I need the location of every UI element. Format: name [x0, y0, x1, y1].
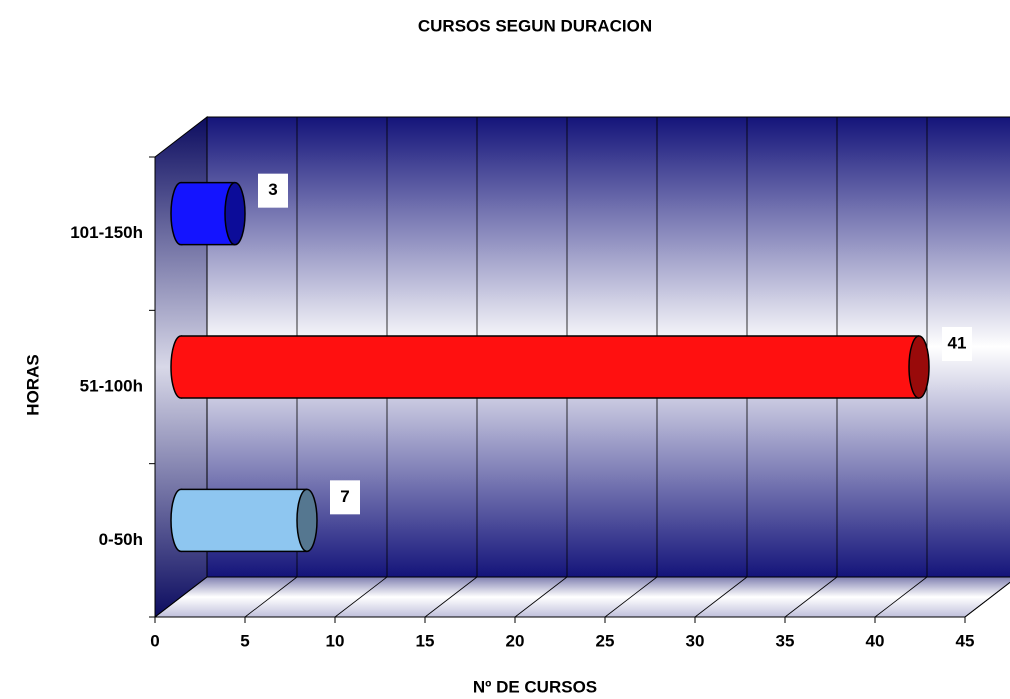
floor-grid-line [784, 576, 838, 618]
bar-outline [181, 335, 919, 399]
bar-shade [181, 336, 919, 398]
value-label-box [330, 480, 360, 515]
value-label: 7 [340, 487, 349, 506]
floor-grid-line [964, 581, 1010, 618]
x-tick-label: 20 [506, 631, 525, 650]
x-tick-label: 10 [326, 631, 345, 650]
value-label-box [942, 327, 972, 361]
bar-cap [224, 181, 246, 246]
x-tick-label: 0 [150, 631, 159, 650]
x-tick-label: 45 [956, 631, 975, 650]
value-label: 41 [948, 333, 967, 352]
floor-grid-line [694, 576, 748, 618]
value-label-box [258, 173, 288, 208]
x-tick-label: 40 [866, 631, 885, 650]
floor [153, 576, 1010, 618]
floor-grid-line [604, 576, 658, 618]
floor-grid-line [334, 576, 388, 618]
bar-shade [181, 489, 307, 552]
value-label: 3 [268, 180, 277, 199]
x-axis-label: Nº DE CURSOS [473, 677, 597, 696]
y-tick-label: 101-150h [70, 223, 143, 242]
x-tick-label: 30 [686, 631, 705, 650]
floor-grid-line [874, 576, 928, 618]
floor-grid-line [514, 576, 568, 618]
y-tick-label: 51-100h [80, 376, 143, 395]
floor-grid-line [154, 576, 208, 618]
y-tick-label: 0-50h [99, 530, 143, 549]
bar-outline [181, 181, 235, 246]
y-axis-label: HORAS [23, 354, 42, 415]
x-tick-label: 15 [416, 631, 435, 650]
x-tick-label: 25 [596, 631, 615, 650]
x-tick-label: 35 [776, 631, 795, 650]
bar-cap [296, 488, 318, 553]
floor-grid-line [244, 576, 298, 618]
x-tick-label: 5 [240, 631, 249, 650]
bar-outline [181, 488, 307, 553]
bar-cap [908, 335, 930, 399]
floor-grid-line [424, 576, 478, 618]
chart-title: CURSOS SEGUN DURACION [418, 16, 652, 35]
